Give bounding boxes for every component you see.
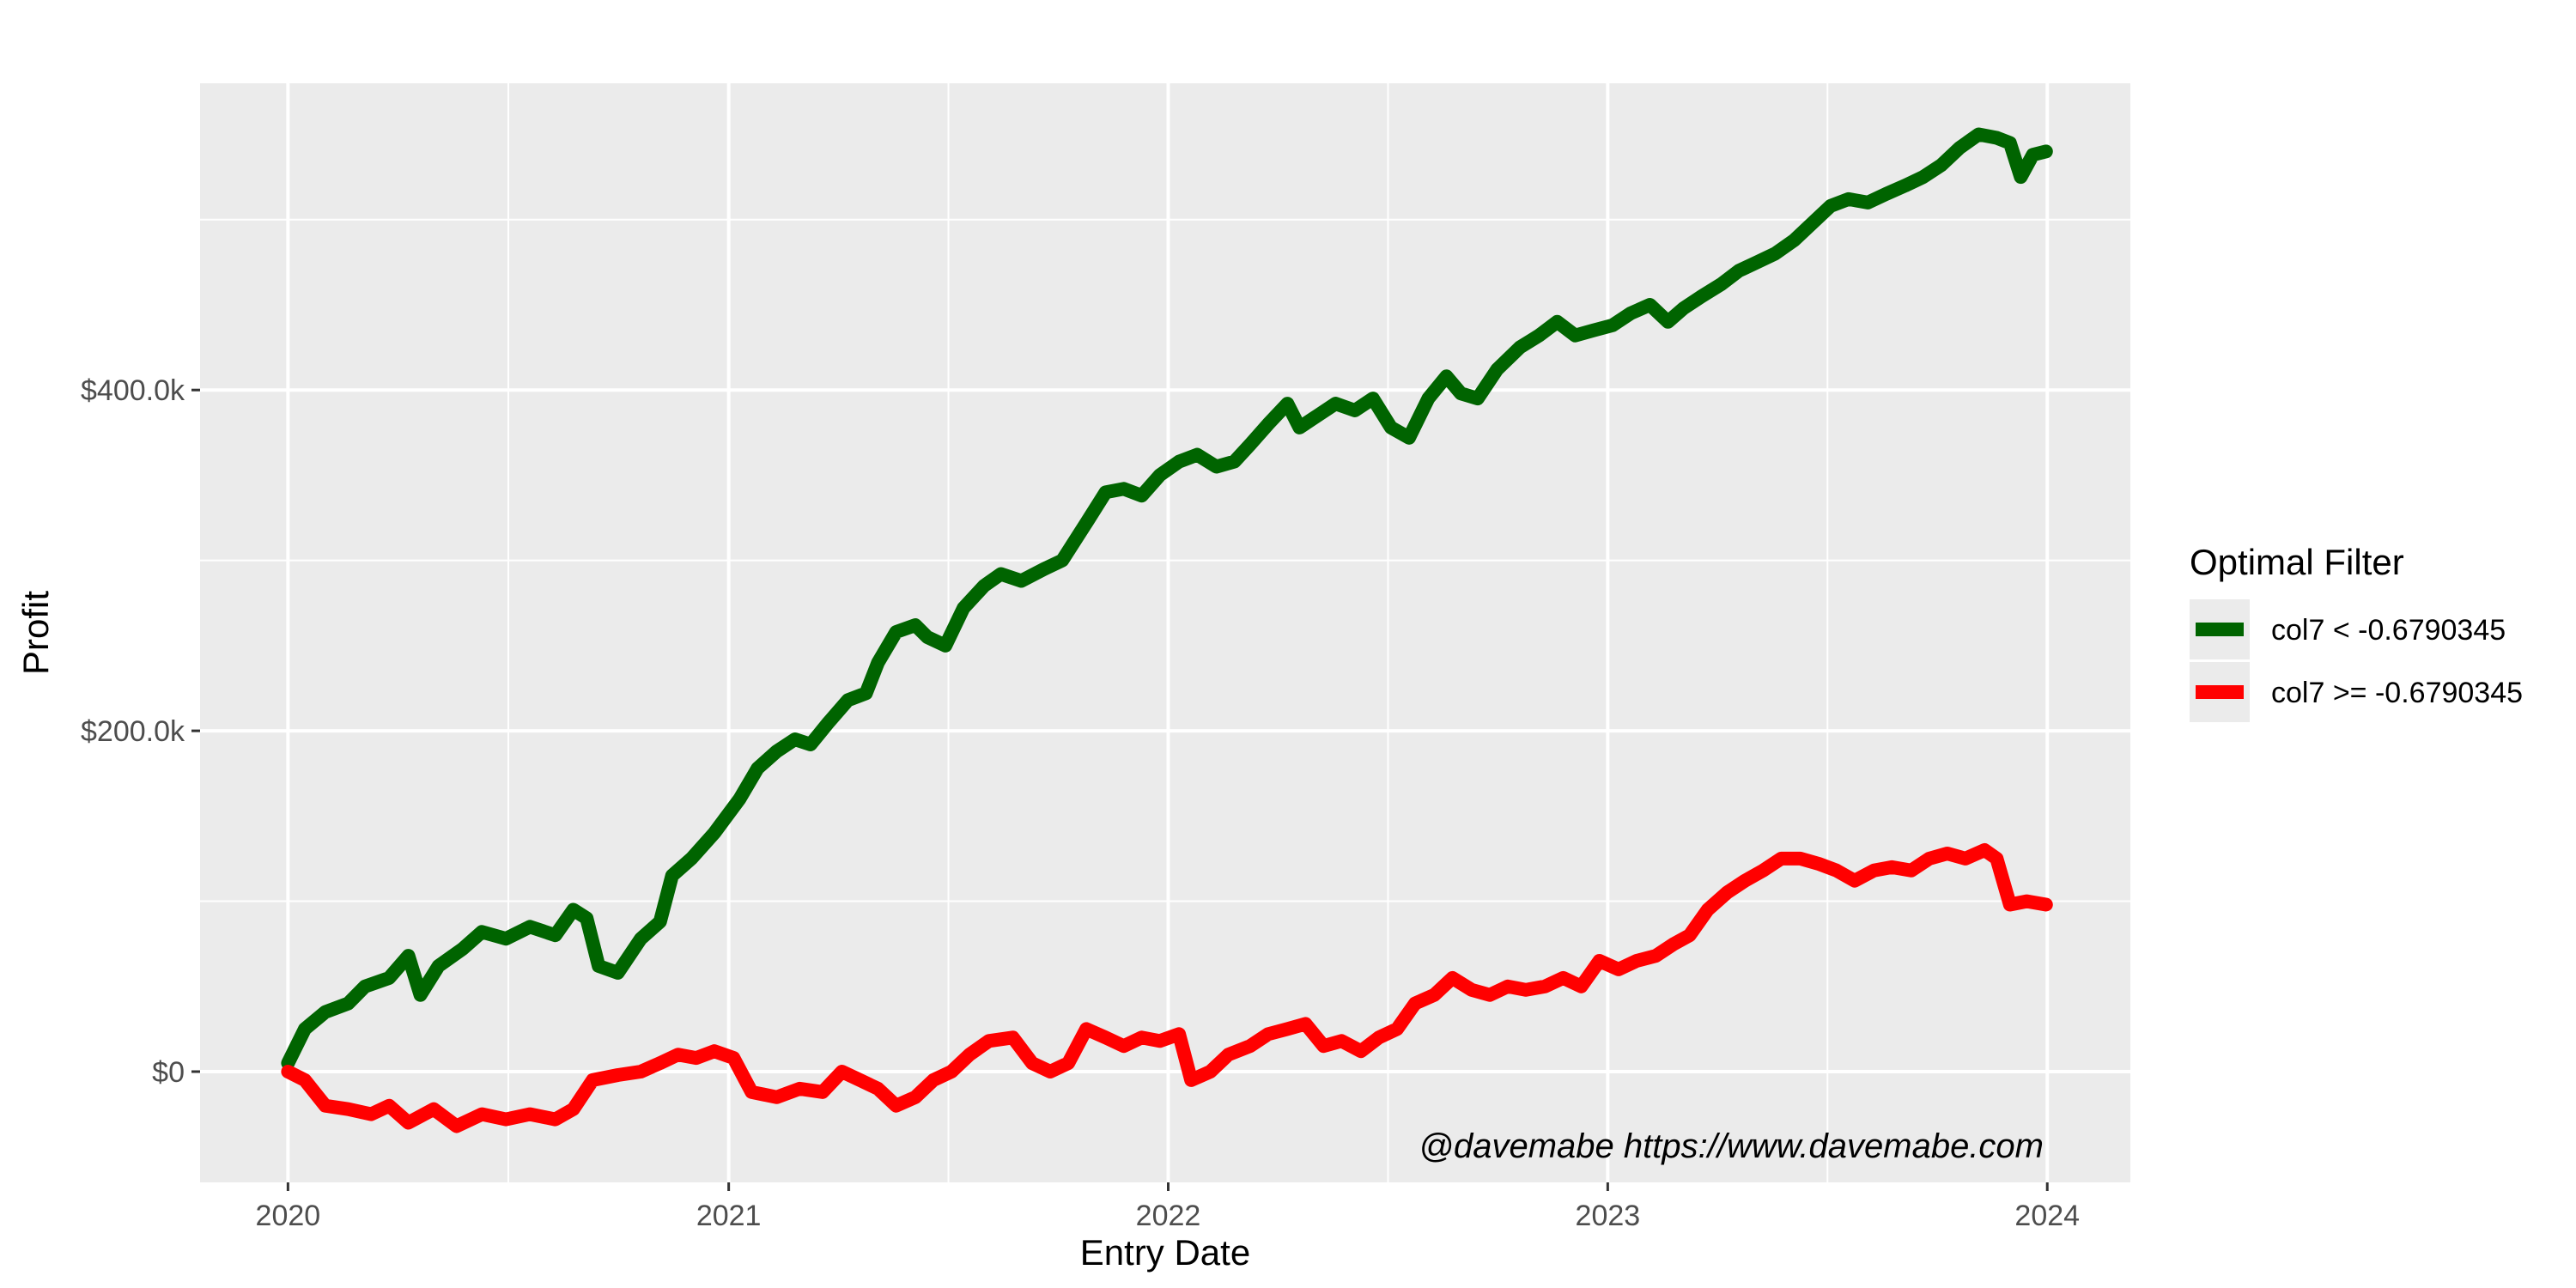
x-axis-title: Entry Date <box>1080 1232 1250 1273</box>
legend-label-1: col7 < -0.6790345 <box>2271 614 2506 647</box>
axis-ticks <box>191 388 2049 1191</box>
x-tick-label: 2024 <box>2014 1200 2080 1232</box>
x-tick-label: 2022 <box>1136 1200 1201 1232</box>
y-tick-labels: $0 $200.0k $400.0k <box>81 374 185 1089</box>
series-line-green <box>281 127 2053 1071</box>
plot-panel <box>200 83 2130 1182</box>
y-axis-title: Profit <box>15 591 56 675</box>
legend-label-2: col7 >= -0.6790345 <box>2271 677 2523 709</box>
y-tick-label: $400.0k <box>81 374 185 407</box>
legend-title: Optimal Filter <box>2190 542 2404 582</box>
x-tick-label: 2021 <box>696 1200 762 1232</box>
annotation-text: @davemabe https://www.davemabe.com <box>1419 1127 2044 1165</box>
series-line-red <box>281 843 2053 1133</box>
y-tick-label: $0 <box>152 1056 185 1089</box>
y-tick-label: $200.0k <box>81 715 185 748</box>
legend: Optimal Filter col7 < -0.6790345 col7 >=… <box>2190 542 2523 722</box>
grid-minor-lines <box>200 83 2130 1182</box>
x-tick-labels: 2020 2021 2022 2023 2024 <box>256 1200 2081 1232</box>
grid-major-lines <box>200 83 2130 1182</box>
series-lines <box>281 127 2053 1133</box>
x-tick-label: 2023 <box>1576 1200 1641 1232</box>
x-tick-label: 2020 <box>256 1200 321 1232</box>
